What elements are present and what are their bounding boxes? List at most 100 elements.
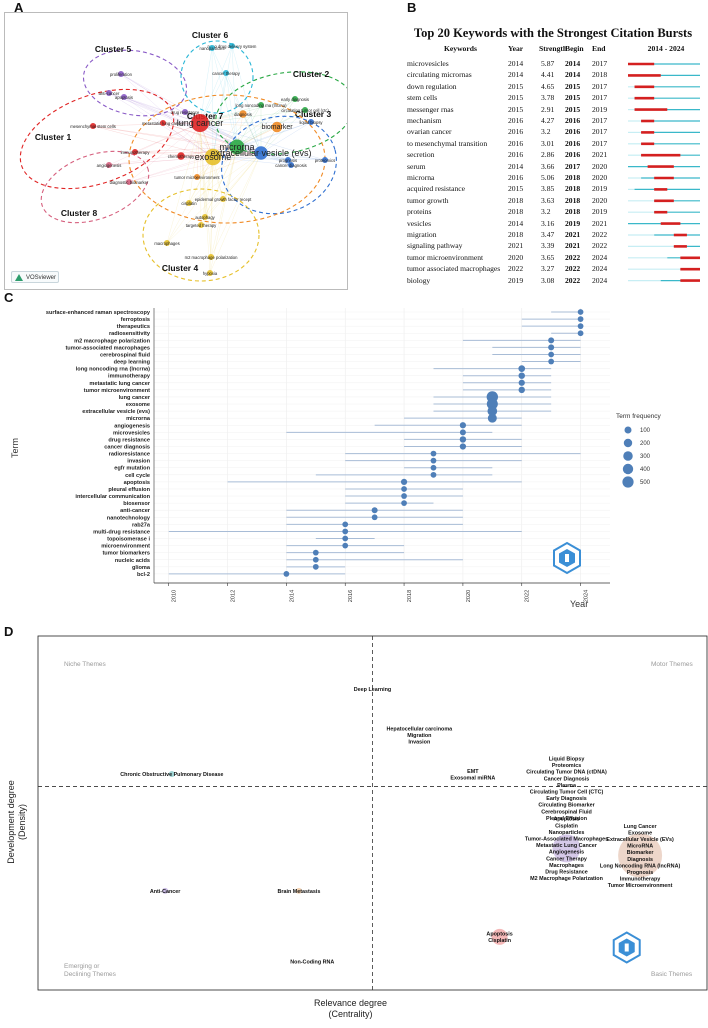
burst-keyword: acquired resistance — [407, 184, 465, 194]
theme-label: Cisplatin — [488, 938, 511, 944]
term-point — [459, 436, 467, 443]
term-label: tumor microenvironment — [84, 388, 150, 394]
network-node-label: metastatic lung cancer — [142, 121, 185, 126]
term-point — [548, 358, 555, 365]
term-label: anti-cancer — [120, 508, 151, 514]
theme-label: Circulating Biomarker — [538, 803, 595, 809]
network-node-label: prognosis — [279, 158, 297, 163]
burst-year: 2016 — [508, 116, 524, 125]
term-point — [577, 330, 584, 337]
theme-label: Pleural Effusion — [546, 816, 587, 822]
theme-label: Exosomal miRNA — [450, 775, 495, 781]
vosviewer-badge: VOSviewer — [11, 271, 59, 283]
network-edge — [108, 152, 262, 166]
network-edge — [92, 122, 201, 127]
theme-label: Circulating Tumor Cell (CTC) — [530, 790, 604, 796]
theme-label: Early Diagnosis — [546, 796, 586, 802]
burst-strength: 5.06 — [541, 173, 555, 182]
network-edge — [166, 146, 238, 244]
burst-keyword: to mesenchymal transition — [407, 138, 488, 148]
theme-label: Chronic Obstructive Pulmonary Disease — [120, 772, 223, 778]
network-node-label: cancer therapy — [212, 71, 241, 76]
network-edge — [188, 122, 201, 204]
network-edge — [92, 125, 214, 158]
burst-end: 2020 — [592, 161, 608, 171]
burst-year: 2021 — [508, 241, 524, 251]
burst-end: 2021 — [592, 218, 608, 228]
term-point — [548, 337, 555, 344]
burst-keyword: stem cells — [407, 93, 438, 103]
burst-year: 2016 — [508, 150, 524, 160]
y-axis-title: Term — [10, 438, 20, 458]
theme-bubble — [491, 928, 508, 945]
burst-keyword: secretion — [407, 150, 435, 160]
network-edge — [166, 156, 214, 244]
theme-label: Hepatocellular carcinoma — [387, 727, 454, 733]
legend-swatch — [622, 463, 634, 475]
burst-end: 2020 — [592, 195, 608, 205]
burst-year: 2015 — [508, 93, 524, 103]
network-node-label: hypoxia — [203, 271, 218, 276]
burst-keyword: tumor associated macrophages — [407, 264, 501, 274]
term-label: nanotechnology — [107, 515, 151, 521]
network-node — [198, 222, 204, 228]
network-edge — [231, 45, 262, 154]
theme-label: Apoptosis — [553, 817, 579, 823]
term-point — [401, 486, 407, 492]
network-edge — [204, 156, 214, 218]
term-point — [312, 563, 319, 570]
burst-begin: 2015 — [565, 93, 581, 103]
burst-end: 2022 — [592, 241, 608, 251]
network-edge — [200, 156, 214, 226]
hexagon-badge-icon — [612, 931, 641, 964]
network-edge — [199, 122, 206, 218]
network-edge — [209, 146, 238, 274]
network-edge — [200, 152, 262, 226]
term-point — [401, 500, 407, 507]
burst-begin: 2022 — [565, 275, 581, 285]
network-node-label: immunotherapy — [121, 150, 151, 155]
theme-label: Cisplatin — [555, 823, 578, 829]
burst-keyword: vesicles — [407, 218, 432, 228]
theme-bubble — [552, 834, 581, 863]
network-edge — [199, 122, 211, 274]
network-edge — [123, 96, 201, 124]
term-point — [371, 514, 378, 521]
term-label: tumor biomarkers — [102, 551, 150, 557]
term-label: biosensor — [123, 501, 151, 507]
network-edge — [231, 45, 238, 148]
term-point — [518, 372, 525, 379]
term-label: multi-drug resistance — [93, 529, 150, 535]
network-edge — [123, 96, 214, 158]
network-edge — [212, 72, 227, 158]
theme-label: Angiogenesis — [549, 850, 584, 856]
term-label: topoisomerase i — [107, 537, 150, 543]
burst-year: 2016 — [508, 138, 524, 148]
burst-year: 2015 — [508, 81, 524, 91]
theme-label: Circulating Tumor DNA (ctDNA) — [526, 770, 607, 776]
term-point — [342, 542, 349, 549]
theme-label: Diagnosis — [627, 857, 653, 863]
theme-label: Cancer Diagnosis — [544, 776, 590, 782]
network-node — [302, 107, 308, 113]
burst-strength: 3.2 — [541, 127, 551, 137]
burst-strength: 3.27 — [541, 264, 555, 274]
burst-begin: 2014 — [565, 59, 581, 68]
burst-end: 2024 — [592, 275, 608, 285]
network-node-label: m2 macrophage polarization — [185, 255, 239, 260]
theme-label: Immunotherapy — [620, 877, 660, 883]
burst-keyword: microrna — [407, 173, 435, 182]
burst-keyword: ovarian cancer — [407, 127, 452, 137]
burst-keyword: microvesicles — [407, 59, 449, 68]
burst-end: 2019 — [592, 104, 608, 114]
theme-label: Exosome — [628, 830, 652, 836]
x-axis-title-line1: Relevance degree — [314, 998, 387, 1008]
network-edge — [123, 96, 238, 148]
bursts-header-cell: Year — [508, 44, 524, 53]
network-edge — [162, 122, 214, 158]
cluster-ellipse — [19, 88, 175, 190]
network-edge — [209, 156, 214, 274]
panel-b-citation-bursts: Top 20 Keywords with the Strongest Citat… — [402, 12, 704, 288]
theme-label: Anti-Cancer — [150, 889, 181, 895]
network-edge — [212, 126, 278, 158]
